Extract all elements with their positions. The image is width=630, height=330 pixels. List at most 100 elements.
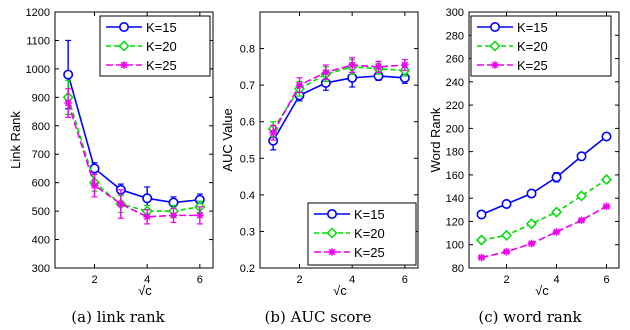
data-point	[575, 190, 588, 202]
y-tick-label: 600	[32, 178, 50, 190]
y-tick-label: 120	[446, 216, 464, 228]
y-tick-label: 800	[32, 121, 50, 133]
legend-marker	[118, 40, 130, 52]
data-point	[401, 61, 409, 69]
legend-label: K=20	[517, 39, 548, 54]
data-point	[600, 174, 613, 186]
chart-link-rank: 300 400 500 600 700 800 900 1000 1100 1200 2 4 6 K=15…	[8, 7, 214, 326]
y-tick-label: 1000	[26, 64, 50, 76]
x-tick-label: 6	[603, 274, 609, 286]
y-tick-label: 140	[446, 193, 464, 205]
legend-marker	[489, 21, 500, 32]
data-point	[501, 199, 512, 210]
series-line	[481, 178, 607, 241]
legend-label: K=15	[146, 20, 177, 35]
y-tick-label: 900	[32, 92, 50, 104]
data-point	[169, 211, 178, 220]
y-tick-label: 0.6	[240, 117, 255, 129]
data-point	[526, 188, 537, 199]
legend: K=15 K=20 K=25	[470, 15, 612, 77]
y-tick-label: 80	[452, 263, 464, 275]
series-k-20	[475, 174, 613, 246]
legend-marker	[489, 40, 501, 52]
x-axis-label-word-rank: √c	[535, 283, 549, 298]
legend-label: K=25	[354, 245, 385, 260]
y-tick-label: 260	[446, 54, 464, 66]
data-point	[143, 213, 151, 221]
legend-marker	[326, 209, 337, 220]
chart-word-rank: 80 100 120 140 160 180 200 220 240 260 280 300 2 4 6 K=…	[428, 7, 620, 326]
data-point	[602, 202, 611, 211]
series-line	[481, 205, 607, 259]
data-point	[527, 239, 536, 248]
data-point	[374, 63, 383, 71]
y-tick-label: 1200	[26, 7, 50, 19]
data-point	[142, 193, 153, 204]
data-point	[477, 253, 486, 262]
x-tick-label: 4	[553, 274, 559, 286]
y-tick-label: 180	[446, 147, 464, 159]
caption-word-rank: (c) word rank	[478, 308, 582, 326]
y-tick-label: 300	[446, 7, 464, 19]
y-tick-label: 300	[32, 263, 50, 275]
series-k-15	[268, 68, 410, 151]
legend-label: K=25	[146, 58, 177, 73]
data-point	[476, 209, 487, 220]
data-point	[89, 163, 100, 174]
legend-marker	[326, 227, 338, 239]
data-point	[525, 218, 538, 230]
series-line	[67, 102, 200, 218]
series-k-25	[269, 57, 409, 141]
data-point	[64, 99, 72, 107]
x-tick-label: 2	[91, 274, 97, 286]
plot-area-link-rank: 300 400 500 600 700 800 900 1000 1100 1200 2 4 6 K=15…	[26, 7, 214, 286]
y-axis-label-auc-score: AUC Value	[220, 108, 235, 171]
x-tick-label: 2	[296, 274, 302, 286]
y-tick-label: 0.3	[240, 226, 255, 238]
x-tick-label: 2	[503, 274, 509, 286]
y-tick-label: 160	[446, 170, 464, 182]
plot-area-word-rank: 80 100 120 140 160 180 200 220 240 260 280 300 2 4 6 K=…	[446, 7, 620, 286]
data-point	[196, 211, 204, 220]
data-point	[550, 206, 563, 218]
y-tick-label: 700	[32, 149, 50, 161]
legend: K=15 K=20 K=25	[99, 15, 211, 77]
plot-area-auc-score: 0.2 0.3 0.4 0.5 0.6 0.7 0.8 2 4 6 K=15 K=20 K=25	[240, 11, 419, 286]
x-axis-label-link-rank: √c	[138, 283, 152, 298]
x-tick-label: 4	[349, 274, 355, 286]
x-tick-label: 4	[144, 274, 150, 286]
legend-marker	[120, 61, 128, 69]
legend-label: K=25	[517, 58, 548, 73]
series-line	[67, 97, 200, 212]
y-axis-label-word-rank: Word Rank	[428, 107, 443, 172]
data-point	[348, 61, 356, 69]
legend-label: K=20	[354, 226, 385, 241]
legend-marker	[119, 21, 130, 32]
legend-marker	[328, 248, 336, 256]
data-point	[269, 128, 277, 137]
y-tick-label: 0.4	[240, 190, 255, 202]
y-tick-label: 220	[446, 100, 464, 112]
series-k-25	[64, 88, 204, 225]
series-k-25	[477, 202, 611, 262]
data-point	[552, 228, 561, 236]
data-point	[347, 72, 358, 83]
y-tick-label: 1100	[26, 35, 50, 47]
y-tick-label: 280	[446, 30, 464, 42]
data-point	[295, 81, 304, 89]
data-point	[475, 234, 488, 246]
y-tick-label: 100	[446, 240, 464, 252]
y-tick-label: 500	[32, 206, 50, 218]
series-k-15	[476, 131, 612, 220]
data-point	[90, 181, 99, 190]
y-axis-label-link-rank: Link Rank	[8, 111, 23, 169]
y-tick-label: 0.2	[240, 263, 255, 275]
x-tick-label: 6	[402, 274, 408, 286]
data-point	[601, 131, 612, 142]
legend-label: K=15	[517, 20, 548, 35]
data-point	[117, 200, 125, 208]
series-line	[272, 64, 405, 134]
y-tick-label: 400	[32, 235, 50, 247]
legend-marker	[491, 61, 499, 69]
